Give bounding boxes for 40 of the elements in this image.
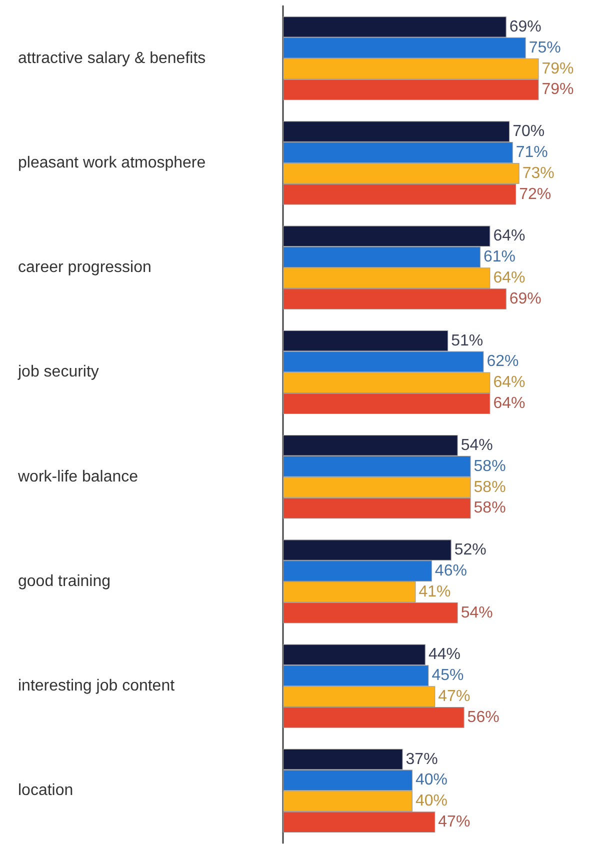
y-tick-label: location [18,782,74,800]
data-label: 40% [416,772,448,789]
data-label: 54% [460,604,493,622]
data-label: 58% [474,478,506,496]
data-label: 79% [542,81,574,98]
data-label: 47% [438,688,470,706]
y-tick-label: good training [18,572,111,590]
data-label: 79% [542,60,574,78]
data-label: 45% [432,667,464,684]
data-label: 72% [519,186,552,203]
data-label: 64% [493,395,526,412]
data-label: 37% [406,750,438,768]
y-tick-label: interesting job content [18,678,176,695]
y-tick-label: work-life balance [17,468,138,486]
data-label: 69% [509,18,542,36]
data-label: 47% [438,814,470,831]
y-tick-label: attractive salary & benefits [18,50,206,67]
data-label: 71% [516,144,548,161]
data-label: 64% [493,374,526,392]
data-label: 64% [493,228,526,245]
data-label: 75% [528,39,561,56]
data-label: 62% [486,353,519,370]
y-tick-label: pleasant work atmosphere [18,154,206,172]
data-label: 58% [474,500,506,517]
data-label: 64% [493,270,526,287]
data-label: 41% [418,583,451,600]
data-label: 52% [454,542,486,559]
y-tick-label: job security [17,364,99,381]
data-label: 69% [509,290,542,308]
data-label: 61% [483,248,516,266]
data-label: 56% [467,708,500,726]
data-label: 51% [451,332,484,350]
data-label: 70% [512,123,545,140]
y-tick-label: career progression [18,259,152,276]
data-label: 54% [460,436,493,454]
data-label: 58% [474,458,506,475]
data-label: 73% [522,164,554,182]
data-label: 40% [416,792,448,810]
data-label: 44% [428,646,460,664]
data-label: 46% [434,562,467,580]
